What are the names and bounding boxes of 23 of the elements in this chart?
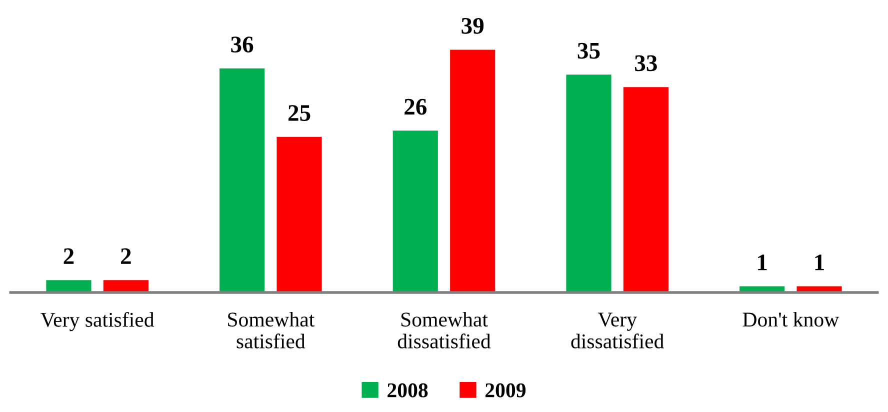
data-label: 39 [462, 18, 484, 34]
bar [623, 87, 668, 293]
data-label: 26 [404, 98, 427, 115]
data-label: 2 [64, 248, 74, 264]
data-label: 2 [121, 248, 131, 264]
data-label: 36 [231, 36, 254, 53]
x-tick-label: Somewhat dissatisfied [398, 312, 491, 348]
bar [220, 68, 265, 293]
data-label: 1 [815, 254, 824, 270]
data-label: 35 [578, 42, 600, 59]
data-label: 25 [288, 105, 310, 121]
x-tick-label: Somewhat satisfied [228, 312, 315, 348]
legend-label: 2008 [388, 383, 428, 398]
x-tick-label: Don't know [742, 312, 840, 327]
bar [392, 130, 438, 293]
x-tick-label: Very satisfied [40, 312, 154, 332]
bar [450, 50, 496, 293]
data-label: 33 [635, 55, 657, 72]
bar [276, 136, 322, 293]
bar [566, 74, 612, 293]
x-tick-label: Very dissatisfied [571, 312, 664, 348]
data-label: 1 [758, 254, 767, 270]
legend-label: 2009 [486, 383, 526, 398]
